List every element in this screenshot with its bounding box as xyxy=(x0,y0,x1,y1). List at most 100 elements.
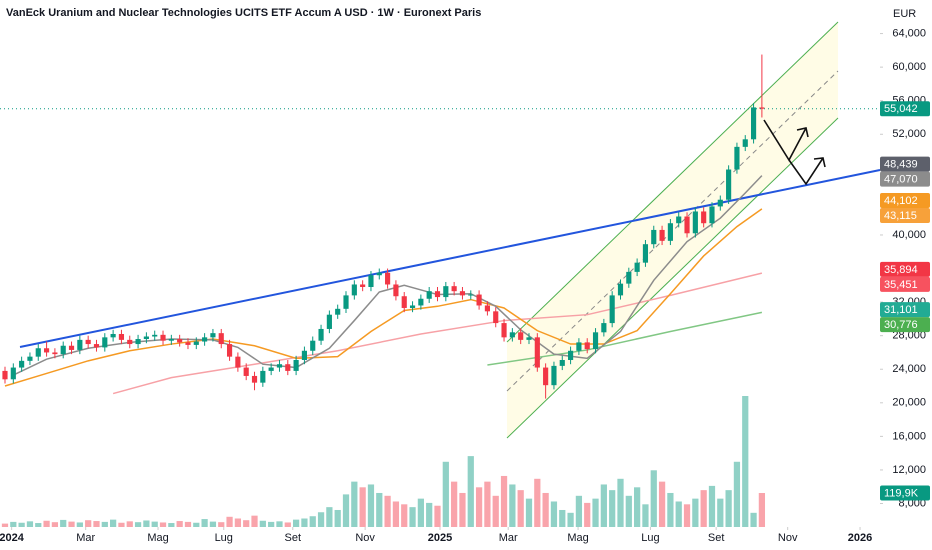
candle-body xyxy=(210,333,216,338)
candle-body xyxy=(385,272,391,285)
x-tick-label: 2024 xyxy=(0,532,25,544)
candle-body xyxy=(235,356,241,368)
candle-body xyxy=(626,271,632,284)
candle-body xyxy=(692,211,698,234)
price-label-box xyxy=(880,101,930,117)
candle-body xyxy=(35,348,41,357)
x-tick-label: Lug xyxy=(215,532,233,544)
volume-bar xyxy=(76,522,83,527)
volume-bar xyxy=(334,509,341,527)
volume-bar xyxy=(509,484,516,527)
candle-body xyxy=(44,348,50,353)
volume-bar xyxy=(650,470,657,527)
candle-body xyxy=(617,283,624,296)
volume-bar xyxy=(143,520,150,527)
volume-bar xyxy=(617,478,624,527)
arrows xyxy=(763,119,826,186)
y-tick-label: 20,000 xyxy=(892,397,926,409)
candle-body xyxy=(742,139,748,147)
candle-body xyxy=(667,223,673,241)
price-label-box xyxy=(880,261,930,277)
candle-body xyxy=(19,360,25,368)
price-label-box xyxy=(880,171,930,187)
candle-body xyxy=(102,337,108,348)
y-tick-label: 40,000 xyxy=(892,229,926,241)
candle-body xyxy=(409,305,416,308)
volume-bar xyxy=(575,495,583,527)
candle-body xyxy=(2,370,8,380)
volume-bar xyxy=(110,519,117,527)
candle-body xyxy=(701,211,707,224)
volume-bar xyxy=(542,492,549,527)
candle-body xyxy=(684,216,690,234)
volume-bar xyxy=(409,507,416,527)
volume-bar xyxy=(176,521,183,527)
volume-bar xyxy=(625,495,632,527)
candle-body xyxy=(326,314,332,329)
arrow-head xyxy=(796,127,809,138)
price-label-box xyxy=(880,276,930,292)
candle-body xyxy=(651,229,657,245)
candle-body xyxy=(276,364,283,368)
price-label: 43,115 xyxy=(884,210,917,222)
y-tick-label: 28,000 xyxy=(892,330,926,342)
candle-body xyxy=(268,367,274,371)
volume-bar xyxy=(85,520,92,527)
channel-mid xyxy=(506,70,839,392)
candle-body xyxy=(426,291,432,299)
volume-bar xyxy=(317,512,325,527)
arrow xyxy=(788,157,824,186)
y-tick-label: 52,000 xyxy=(892,128,926,140)
volume-bar xyxy=(284,522,291,527)
candle-body xyxy=(476,294,482,306)
volume-bar xyxy=(467,456,474,527)
candles xyxy=(2,54,765,399)
candle-body xyxy=(676,216,682,224)
candle-body xyxy=(526,337,532,340)
candle-body xyxy=(301,350,308,361)
candle-body xyxy=(160,334,166,341)
candle-body xyxy=(185,342,191,345)
volume-bar xyxy=(733,461,741,527)
price-label: 35,451 xyxy=(884,279,918,291)
volume-bar xyxy=(259,520,266,527)
volume-bar xyxy=(667,492,674,527)
volume-bar xyxy=(592,498,599,527)
y-tick-label: 64,000 xyxy=(892,27,926,39)
volume-bar xyxy=(93,521,100,527)
candle-body xyxy=(501,323,507,338)
candle-body xyxy=(518,332,524,340)
price-label-box xyxy=(880,156,930,172)
volume-bar xyxy=(60,519,67,527)
volume-bar xyxy=(10,521,17,527)
candle-body xyxy=(759,107,765,109)
candle-body xyxy=(93,344,100,348)
candle-body xyxy=(318,328,324,341)
y-tick-label: 60,000 xyxy=(892,61,926,73)
candle-body xyxy=(52,352,58,355)
candle-body xyxy=(360,284,366,287)
volume-bar xyxy=(742,396,749,527)
volume-bar xyxy=(367,484,375,527)
candle-body xyxy=(168,339,174,341)
candle-body xyxy=(152,334,158,337)
candle-body xyxy=(27,356,33,361)
candle-body xyxy=(335,308,341,315)
volume-bar xyxy=(35,523,42,527)
x-tick-label: Nov xyxy=(355,532,375,544)
candle-body xyxy=(451,286,457,292)
x-tick-label: 2026 xyxy=(848,532,872,544)
y-tick-label: 16,000 xyxy=(892,430,926,442)
volume-bar xyxy=(26,521,34,527)
price-label: 30,776 xyxy=(884,319,918,331)
candle-body xyxy=(750,107,757,140)
volume-bar xyxy=(609,490,616,527)
candle-body xyxy=(343,295,349,309)
volume-bar xyxy=(692,498,699,527)
volume-bar xyxy=(683,504,691,527)
drawings xyxy=(19,21,881,439)
price-label-box xyxy=(880,317,930,333)
volume-bar xyxy=(567,512,574,527)
candle-body xyxy=(285,364,291,371)
